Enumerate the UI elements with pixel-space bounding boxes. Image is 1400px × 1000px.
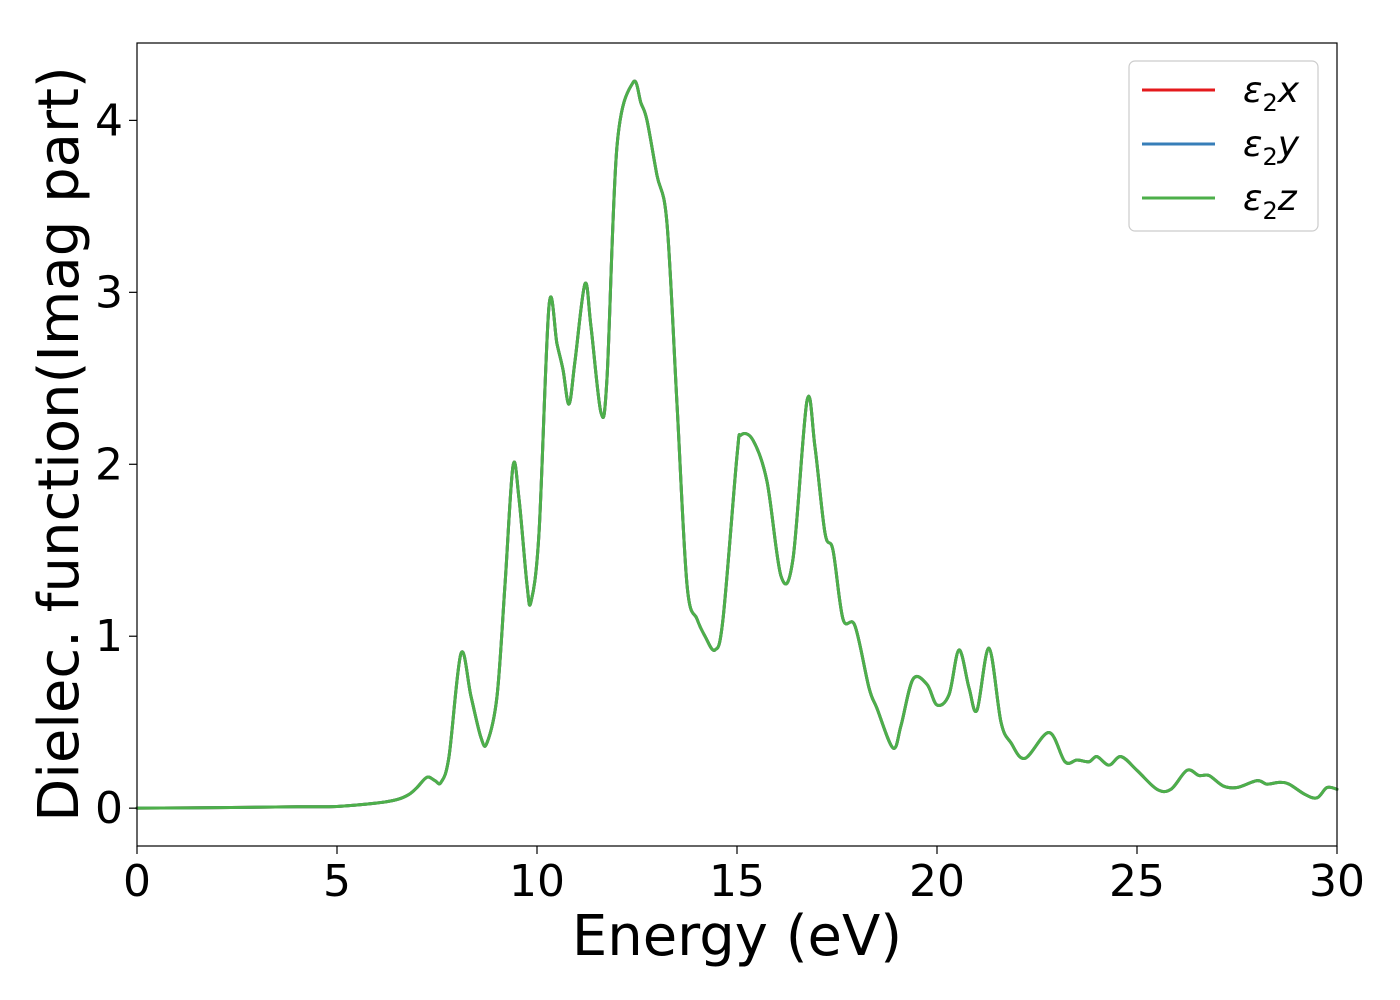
y-axis-label: Dielec. function(Imag part): [27, 66, 92, 822]
x-tick-label: 10: [509, 856, 565, 907]
legend-label-suffix: z: [1277, 178, 1298, 219]
legend-label-suffix: x: [1277, 70, 1300, 111]
legend-box: [1128, 60, 1319, 232]
x-tick-label: 15: [709, 856, 765, 907]
x-tick-label: 25: [1109, 856, 1165, 907]
legend-label-suffix: y: [1277, 124, 1300, 165]
x-axis-label: Energy (eV): [572, 904, 902, 969]
legend-label-z: ε2z: [1243, 178, 1298, 225]
legend-label-subscript: 2: [1262, 143, 1277, 171]
x-tick-label: 5: [323, 856, 351, 907]
y-tick-label: 0: [95, 783, 123, 834]
y-tick-label: 4: [95, 95, 123, 146]
legend-label-base: ε: [1243, 178, 1262, 219]
legend-label-x: ε2x: [1243, 70, 1300, 117]
legend-label-base: ε: [1243, 124, 1262, 165]
y-axis-ticks: 0 1 2 3 4: [95, 95, 137, 834]
x-tick-label: 30: [1309, 856, 1365, 907]
y-tick-label: 2: [95, 439, 123, 490]
legend-label-base: ε: [1243, 70, 1262, 111]
x-axis-ticks: 0 5 10 15 20 25 30: [123, 846, 1365, 907]
x-tick-label: 0: [123, 856, 151, 907]
legend-label-subscript: 2: [1262, 89, 1277, 117]
y-tick-label: 1: [95, 611, 123, 662]
y-tick-label: 3: [95, 267, 123, 318]
legend-label-subscript: 2: [1262, 197, 1277, 225]
legend-label-y: ε2y: [1243, 124, 1300, 171]
series-line-z: [135, 79, 1339, 810]
series-layer: [135, 79, 1339, 810]
x-tick-label: 20: [909, 856, 965, 907]
